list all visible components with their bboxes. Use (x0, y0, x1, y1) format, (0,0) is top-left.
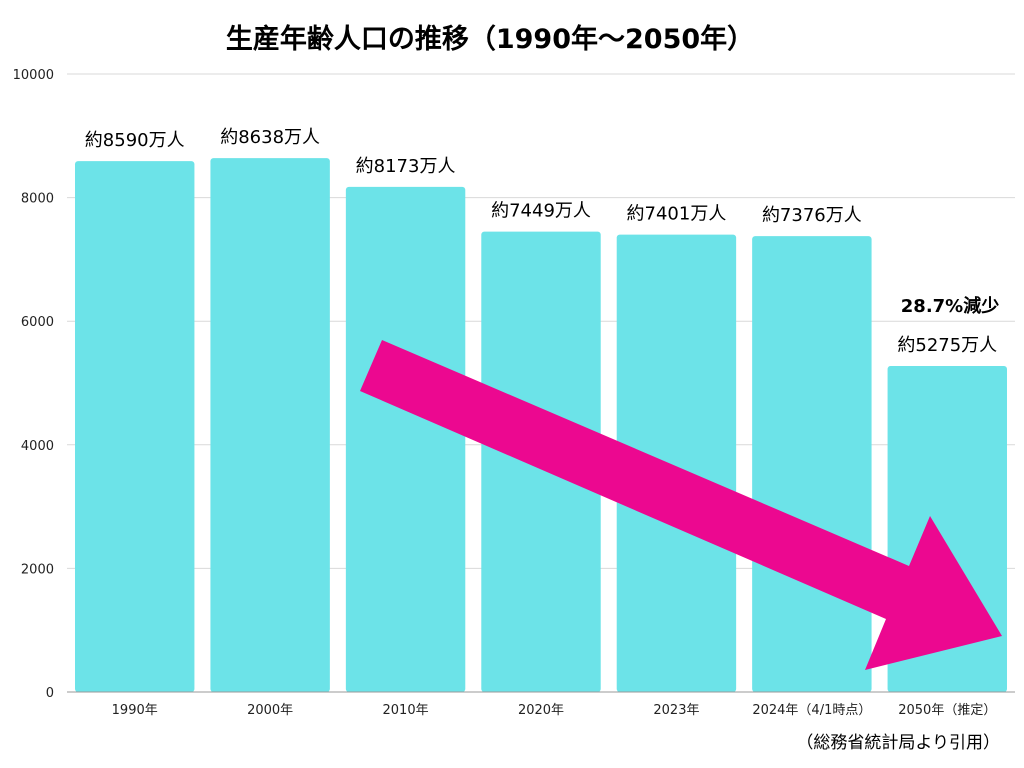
y-tick-label: 0 (46, 686, 54, 701)
bar (616, 234, 737, 692)
x-tick-label: 2010年 (383, 703, 429, 718)
y-tick-label: 8000 (21, 192, 54, 207)
y-tick-label: 4000 (21, 439, 54, 454)
y-tick-label: 10000 (13, 68, 54, 83)
x-tick-label: 2023年 (653, 703, 699, 718)
source-note: （総務省統計局より引用） (796, 733, 1000, 753)
bar (752, 236, 872, 692)
bar (210, 158, 330, 692)
decrease-arrow (360, 340, 1002, 670)
x-tick-label: 2050年（推定） (898, 703, 996, 718)
decrease-annotation: 28.7%減少 (901, 295, 999, 317)
x-tick-label: 1990年 (112, 703, 158, 718)
x-tick-label: 2020年 (518, 703, 564, 718)
x-tick-label: 2024年（4/1時点） (752, 703, 871, 718)
data-label: 約8173万人 (356, 156, 456, 177)
x-tick-label: 2000年 (247, 703, 293, 718)
data-label: 約8638万人 (220, 127, 320, 148)
data-label: 約5275万人 (897, 335, 997, 356)
data-label: 約7449万人 (491, 201, 591, 222)
data-label: 約8590万人 (85, 130, 185, 151)
bar (345, 186, 466, 692)
chart-title: 生産年齢人口の推移（1990年〜2050年） (226, 23, 754, 55)
y-tick-label: 6000 (21, 315, 54, 330)
y-tick-label: 2000 (21, 562, 54, 577)
data-label: 約7376万人 (762, 205, 862, 226)
bar (75, 161, 195, 692)
axes: 0 2000 4000 6000 8000 10000 1990年 2000年 2010年 202… (13, 68, 1015, 718)
data-label: 約7401万人 (627, 204, 727, 225)
